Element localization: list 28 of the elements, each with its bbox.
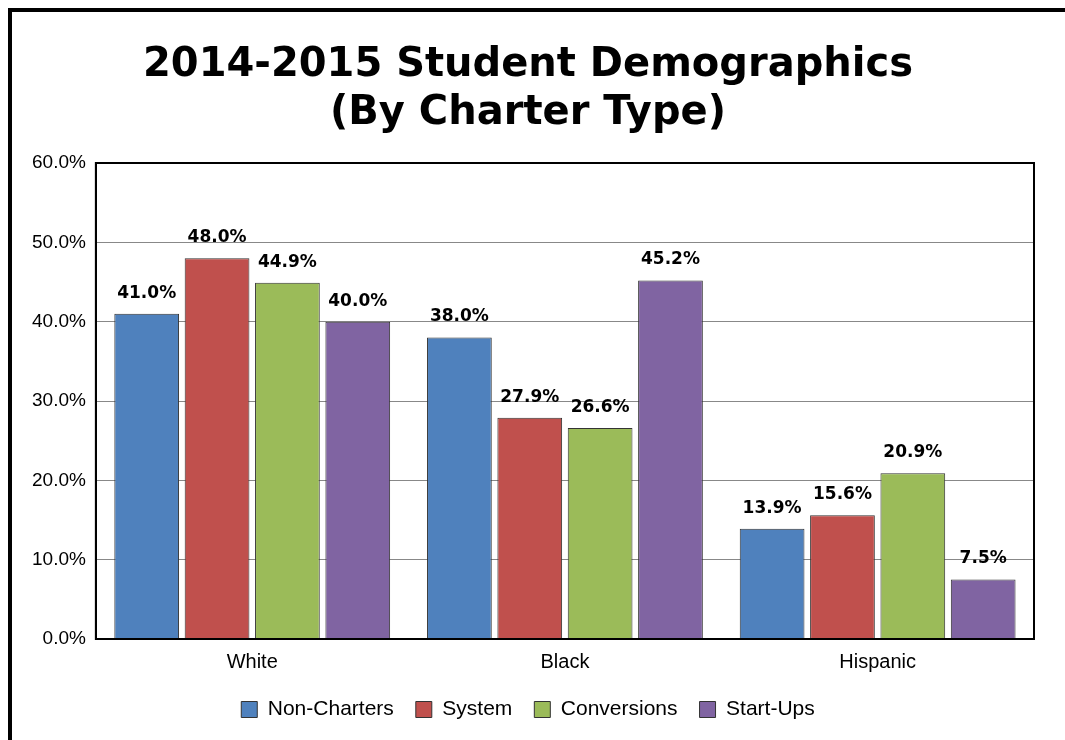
legend-label: System [442,696,513,720]
data-label: 13.9% [742,496,802,517]
legend-label: Start-Ups [726,696,815,720]
y-tick-label: 20.0% [32,468,86,490]
x-tick-label: Black [540,649,591,672]
data-label: 27.9% [500,385,560,406]
data-label: 48.0% [187,226,247,247]
data-label: 44.9% [257,250,317,271]
y-tick-label: 30.0% [32,389,86,411]
y-tick-label: 50.0% [32,230,86,252]
y-tick-label: 60.0% [32,151,86,173]
y-tick-label: 0.0% [42,627,86,649]
data-label: 45.2% [640,248,700,269]
y-tick-label: 40.0% [32,309,86,331]
legend-label: Conversions [560,696,678,720]
data-label: 40.0% [328,289,388,310]
data-label: 38.0% [429,305,489,326]
text: (By Charter Type) [330,87,726,134]
data-label: 26.6% [570,395,630,416]
data-label: 41.0% [117,281,177,302]
data-label: 15.6% [812,483,872,504]
x-tick-label: Hispanic [839,649,916,672]
y-tick-label: 10.0% [32,547,86,569]
data-label: 7.5% [959,547,1007,568]
legend-label: Non-Charters [267,696,394,720]
x-tick-label: White [226,649,278,672]
data-label: 20.9% [883,441,943,462]
text: 2014-2015 Student Demographics [142,39,914,86]
